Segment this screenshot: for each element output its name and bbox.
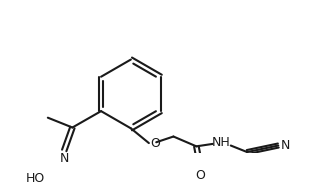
Text: NH: NH: [212, 136, 230, 149]
Text: N: N: [59, 152, 69, 165]
Text: N: N: [281, 139, 290, 152]
Text: O: O: [196, 169, 205, 182]
Text: HO: HO: [25, 172, 45, 185]
Text: O: O: [150, 137, 160, 150]
